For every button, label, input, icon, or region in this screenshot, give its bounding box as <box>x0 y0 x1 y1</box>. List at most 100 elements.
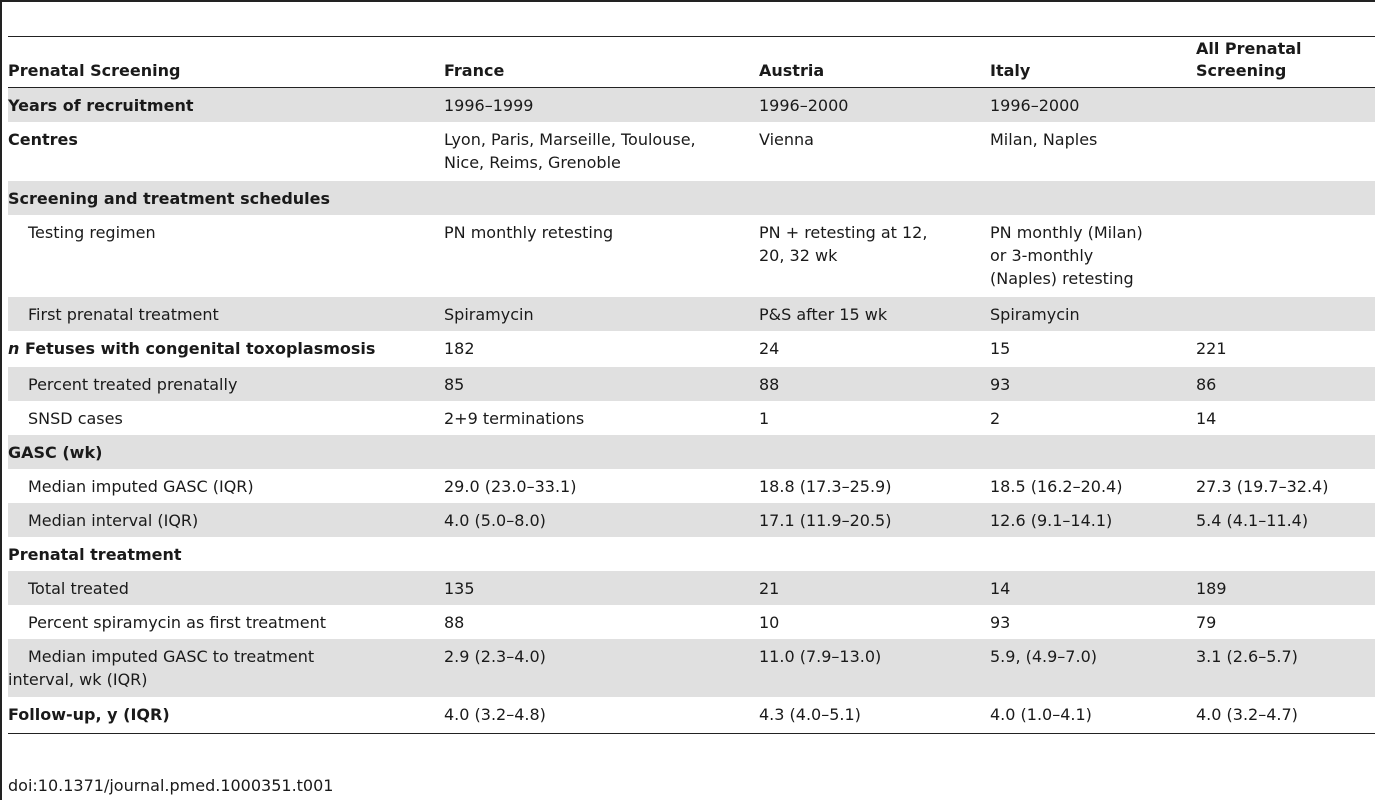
table-cell <box>990 181 1196 215</box>
cell-text: 93 <box>990 613 1011 632</box>
row-label-text: n Fetuses with congenital toxoplasmosis <box>8 331 444 367</box>
cell-text: 5.4 (4.1–11.4) <box>1196 511 1309 530</box>
table-cell: 79 <box>1196 605 1375 639</box>
cell-text: 10 <box>759 613 780 632</box>
cell-text: 1996–2000 <box>990 96 1080 115</box>
table-cell: 182 <box>444 331 759 367</box>
row-label-text: Percent treated prenatally <box>28 375 238 394</box>
cell-text: P&S after 15 wk <box>759 305 888 324</box>
cell-text: 88 <box>444 613 465 632</box>
row-label: Percent treated prenatally <box>8 367 444 401</box>
table-cell: PN monthly retesting <box>444 215 759 297</box>
table-cell: 14 <box>1196 401 1375 435</box>
table-cell: Spiramycin <box>990 297 1196 331</box>
row-label-text: Percent spiramycin as first treatment <box>28 613 326 632</box>
cell-text: 18.5 (16.2–20.4) <box>990 477 1123 496</box>
cell-text: 86 <box>1196 375 1217 394</box>
cell-text <box>1196 537 1375 571</box>
row-label-text: Screening and treatment schedules <box>8 189 331 208</box>
table-row: Centres Lyon, Paris, Marseille, Toulouse… <box>8 122 1375 181</box>
table-cell <box>1196 435 1375 469</box>
cell-text: 4.0 (3.2–4.8) <box>444 705 546 724</box>
row-label-text: Median imputed GASC to treatment interva… <box>8 647 315 689</box>
cell-text: 1 <box>759 409 770 428</box>
row-label-text: Centres <box>8 130 78 149</box>
table-cell <box>990 537 1196 571</box>
table-row: SNSD cases 2+9 terminations 1 2 14 <box>8 401 1375 435</box>
cell-text: 189 <box>1196 579 1227 598</box>
cell-text: Vienna <box>759 130 814 149</box>
cell-text <box>759 435 990 469</box>
table-cell: 15 <box>990 331 1196 367</box>
table-cell: 18.5 (16.2–20.4) <box>990 469 1196 503</box>
table-cell: 10 <box>759 605 990 639</box>
table-cell <box>1196 215 1375 297</box>
cell-text: 29.0 (23.0–33.1) <box>444 477 577 496</box>
header-prenatal-screening: Prenatal Screening <box>8 61 181 80</box>
cell-text: 3.1 (2.6–5.7) <box>1196 647 1298 666</box>
table-row: Median imputed GASC to treatment interva… <box>8 639 1375 697</box>
cell-text <box>1196 181 1375 215</box>
table-row: Percent spiramycin as first treatment 88… <box>8 605 1375 639</box>
table-cell <box>1196 537 1375 571</box>
doi-footnote[interactable]: doi:10.1371/journal.pmed.1000351.t001 <box>8 776 334 795</box>
cell-text <box>444 537 759 571</box>
table-cell: 4.0 (1.0–4.1) <box>990 697 1196 734</box>
table-cell: 18.8 (17.3–25.9) <box>759 469 990 503</box>
table-row: Years of recruitment 1996–1999 1996–2000… <box>8 87 1375 122</box>
table-cell <box>1196 87 1375 122</box>
row-label: Total treated <box>8 571 444 605</box>
table-header: Prenatal Screening France Austria Italy … <box>8 36 1375 88</box>
row-label-text: Testing regimen <box>28 223 156 242</box>
cell-text <box>759 181 990 215</box>
table-row: Testing regimen PN monthly retesting PN … <box>8 215 1375 297</box>
row-label: SNSD cases <box>8 401 444 435</box>
row-label: Years of recruitment <box>8 87 444 122</box>
row-label-text: First prenatal treatment <box>28 305 219 324</box>
cell-text: 12.6 (9.1–14.1) <box>990 511 1113 530</box>
table-cell <box>1196 297 1375 331</box>
header-italy: Italy <box>990 61 1031 80</box>
cell-text <box>990 537 1196 571</box>
table-cell: 1996–2000 <box>759 87 990 122</box>
cell-text: Spiramycin <box>444 305 534 324</box>
table-cell: 27.3 (19.7–32.4) <box>1196 469 1375 503</box>
cell-text: 15 <box>990 339 1011 358</box>
table-cell: 2+9 terminations <box>444 401 759 435</box>
table-cell: 2.9 (2.3–4.0) <box>444 639 759 697</box>
cell-text: 24 <box>759 339 780 358</box>
cell-text: Milan, Naples <box>990 130 1098 149</box>
cell-text: 4.3 (4.0–5.1) <box>759 705 861 724</box>
cell-text <box>444 181 759 215</box>
table-cell <box>990 435 1196 469</box>
table-cell: 135 <box>444 571 759 605</box>
table-cell: 85 <box>444 367 759 401</box>
cell-text: 2+9 terminations <box>444 409 585 428</box>
cell-text: 93 <box>990 375 1011 394</box>
table-cell: 4.3 (4.0–5.1) <box>759 697 990 734</box>
table-body: Years of recruitment 1996–1999 1996–2000… <box>8 87 1375 734</box>
table-cell: 4.0 (3.2–4.8) <box>444 697 759 734</box>
row-label-text: Median imputed GASC (IQR) <box>28 477 254 496</box>
row-label-rest: Fetuses with congenital toxoplasmosis <box>19 339 376 358</box>
row-label: Testing regimen <box>8 215 444 297</box>
table-row: Total treated 135 21 14 189 <box>8 571 1375 605</box>
cell-text: 27.3 (19.7–32.4) <box>1196 477 1329 496</box>
cell-text <box>1196 88 1375 122</box>
data-table: Prenatal Screening France Austria Italy … <box>8 36 1375 734</box>
row-label: Median imputed GASC to treatment interva… <box>8 639 444 697</box>
table-cell: 4.0 (5.0–8.0) <box>444 503 759 537</box>
cell-text: 17.1 (11.9–20.5) <box>759 511 892 530</box>
table-cell: Milan, Naples <box>990 122 1196 181</box>
cell-text <box>990 435 1196 469</box>
cell-text: 2.9 (2.3–4.0) <box>444 647 546 666</box>
cell-text: 1996–2000 <box>759 96 849 115</box>
header-row: Prenatal Screening France Austria Italy … <box>8 36 1375 88</box>
table-cell: 29.0 (23.0–33.1) <box>444 469 759 503</box>
table-cell: 17.1 (11.9–20.5) <box>759 503 990 537</box>
table-row: First prenatal treatment Spiramycin P&S … <box>8 297 1375 331</box>
cell-text: 14 <box>990 579 1011 598</box>
table-cell: PN + retesting at 12, 20, 32 wk <box>759 215 990 297</box>
cell-text <box>1196 122 1375 134</box>
row-label: GASC (wk) <box>8 435 444 469</box>
